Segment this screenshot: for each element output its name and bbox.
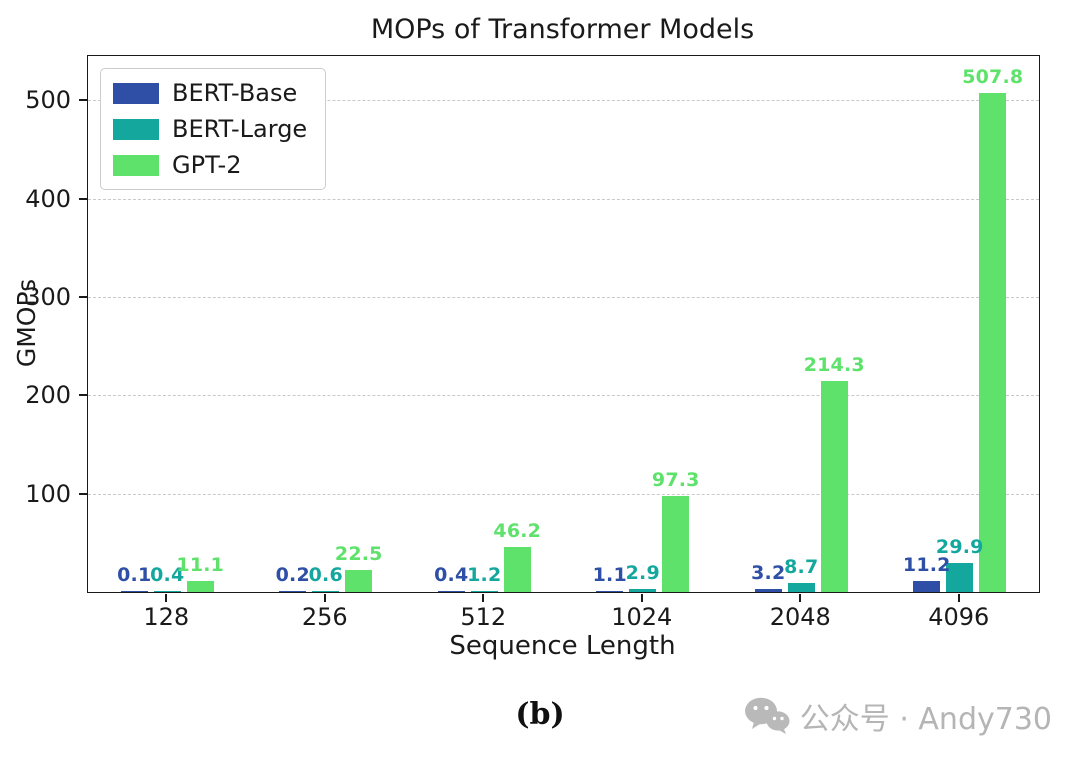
gridline	[88, 395, 1039, 397]
gridline	[88, 198, 1039, 200]
bar-value-label: 1.2	[467, 563, 502, 586]
legend-label: BERT-Large	[172, 115, 308, 143]
bar-gpt-2	[820, 381, 848, 592]
bar-value-label: 3.2	[751, 561, 786, 584]
legend: BERT-Base BERT-Large GPT-2	[100, 68, 327, 190]
wechat-icon	[744, 696, 790, 736]
bar-bert-large	[946, 562, 974, 592]
bar-value-label: 214.3	[803, 354, 865, 377]
watermark-text: 公众号 · Andy730	[799, 702, 1052, 737]
bar-bert-base	[437, 590, 465, 592]
legend-label: GPT-2	[172, 151, 242, 179]
x-tick-mark	[482, 594, 485, 602]
x-tick-mark	[165, 594, 168, 602]
bar-bert-base	[913, 581, 941, 592]
bar-gpt-2	[662, 496, 690, 592]
legend-label: BERT-Base	[172, 79, 298, 107]
y-tick-label: 300	[25, 282, 71, 311]
y-axis-ticks: 100 200 300 400 500	[0, 56, 87, 593]
y-tick-label: 500	[25, 86, 71, 115]
x-tick-label: 4096	[928, 603, 990, 631]
x-tick-label: 128	[143, 603, 190, 631]
bar-value-label: 8.7	[784, 556, 819, 579]
bar-bert-large	[629, 589, 657, 592]
watermark: 公众号 · Andy730	[744, 694, 1052, 738]
x-tick-label: 256	[301, 603, 348, 631]
y-tick-mark	[79, 492, 87, 495]
bar-value-label: 2.9	[625, 562, 660, 585]
figure-caption: (b)	[515, 697, 565, 732]
bar-bert-large	[312, 590, 340, 592]
bar-value-label: 29.9	[935, 535, 984, 558]
legend-swatch	[113, 154, 159, 176]
bar-bert-base	[120, 590, 148, 592]
chart-title: MOPs of Transformer Models	[370, 14, 755, 45]
y-tick-label: 100	[25, 479, 71, 508]
x-tick-label: 2048	[769, 603, 831, 631]
legend-item: BERT-Base	[113, 79, 307, 107]
x-tick-mark	[323, 594, 326, 602]
legend-item: GPT-2	[113, 151, 307, 179]
gridline	[88, 296, 1039, 298]
y-tick-label: 400	[25, 184, 71, 213]
bar-gpt-2	[979, 92, 1007, 592]
bar-bert-large	[470, 590, 498, 592]
legend-swatch	[113, 82, 159, 104]
x-tick-label: 512	[460, 603, 507, 631]
gridline	[88, 100, 1039, 102]
bar-bert-base	[279, 590, 307, 592]
bar-bert-large	[153, 590, 181, 592]
bar-value-label: 0.4	[150, 563, 185, 586]
bar-bert-large	[787, 583, 815, 592]
bar-value-label: 11.2	[902, 554, 951, 576]
x-tick-label: 1024	[611, 603, 673, 631]
bar-value-label: 0.2	[275, 563, 310, 586]
y-tick-label: 200	[25, 381, 71, 410]
bar-gpt-2	[503, 546, 531, 592]
gridline	[88, 493, 1039, 495]
y-tick-mark	[79, 197, 87, 200]
bar-gpt-2	[186, 581, 214, 592]
x-axis-ticks: 128 256 512 1024 2048 4096	[87, 594, 1038, 636]
y-tick-mark	[79, 394, 87, 397]
bar-value-label: 1.1	[592, 563, 627, 586]
bar-bert-base	[754, 588, 782, 592]
y-tick-mark	[79, 99, 87, 102]
x-axis-label: Sequence Length	[449, 631, 676, 661]
bar-value-label: 22.5	[334, 542, 383, 565]
bar-value-label: 0.1	[117, 563, 152, 586]
bar-value-label: 97.3	[651, 469, 700, 492]
legend-item: BERT-Large	[113, 115, 307, 143]
x-tick-mark	[957, 594, 960, 602]
bar-bert-base	[596, 590, 624, 592]
bar-value-label: 507.8	[962, 65, 1024, 88]
bar-value-label: 11.1	[176, 554, 225, 577]
x-tick-mark	[799, 594, 802, 602]
legend-swatch	[113, 118, 159, 140]
bar-value-label: 46.2	[493, 519, 542, 542]
y-tick-mark	[79, 295, 87, 298]
plot-area: BERT-Base BERT-Large GPT-2 0.1 0.4 11.1 0.2 0.…	[87, 55, 1040, 593]
bar-gpt-2	[345, 569, 373, 592]
bar-value-label: 0.6	[308, 563, 343, 586]
x-tick-mark	[640, 594, 643, 602]
bar-value-label: 0.4	[434, 563, 469, 586]
